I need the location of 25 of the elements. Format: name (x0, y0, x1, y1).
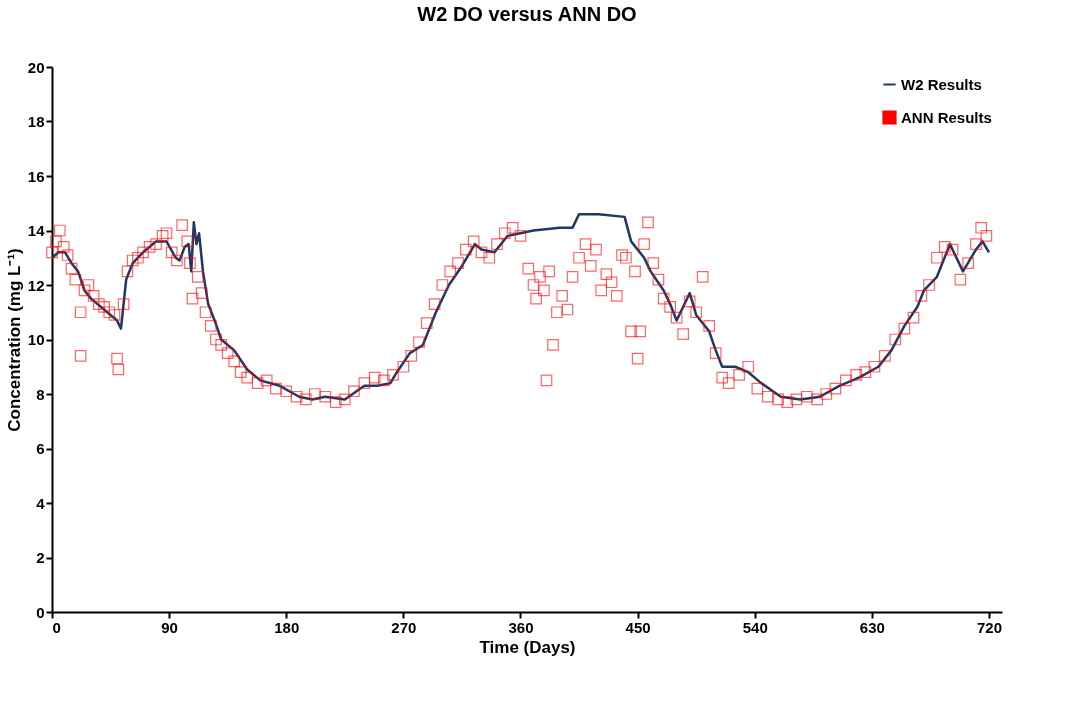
x-axis-title: Time (Days) (479, 637, 576, 657)
y-tick-label: 12 (27, 276, 45, 294)
y-tick-label: 20 (27, 58, 45, 76)
x-tick-label: 720 (976, 618, 1002, 636)
x-tick-label: 90 (161, 618, 178, 636)
y-tick-label: 4 (36, 494, 46, 512)
y-tick-label: 0 (36, 603, 45, 621)
x-tick-label: 0 (52, 618, 61, 636)
x-tick-label: 450 (625, 618, 651, 636)
y-tick-label: 14 (27, 222, 46, 239)
y-tick-label: 16 (27, 167, 45, 185)
y-tick-label: 10 (27, 331, 45, 348)
x-tick-label: 180 (274, 618, 300, 636)
x-tick-label: 270 (391, 618, 417, 636)
legend-label: W2 Results (901, 75, 982, 93)
y-tick-label: 18 (27, 113, 45, 130)
x-tick-label: 360 (508, 618, 534, 636)
chart-title: W2 DO versus ANN DO (417, 3, 637, 25)
y-tick-label: 6 (36, 440, 45, 457)
y-tick-label: 8 (36, 385, 45, 403)
x-tick-label: 630 (859, 618, 885, 636)
y-tick-label: 2 (36, 549, 45, 566)
legend-label: ANN Results (901, 108, 992, 126)
y-axis-title: Concentration (mg L⁻¹) (4, 248, 24, 432)
x-tick-label: 540 (742, 618, 768, 636)
